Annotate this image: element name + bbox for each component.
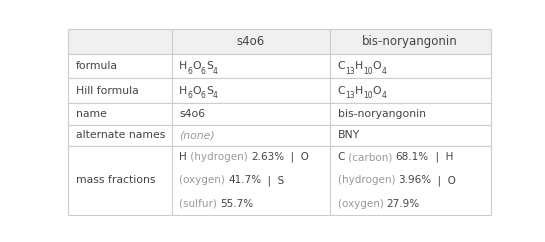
Text: C: C xyxy=(337,85,345,96)
Text: 6: 6 xyxy=(201,91,206,100)
Text: 10: 10 xyxy=(363,91,373,100)
Text: (sulfur): (sulfur) xyxy=(179,199,220,209)
Text: name: name xyxy=(76,109,107,119)
Text: 6: 6 xyxy=(187,67,192,76)
Bar xyxy=(68,78,172,103)
Text: O: O xyxy=(373,85,382,96)
Text: formula: formula xyxy=(76,61,118,71)
Text: mass fractions: mass fractions xyxy=(76,175,155,185)
Text: 4: 4 xyxy=(213,67,217,76)
Text: 10: 10 xyxy=(363,67,373,76)
Text: (none): (none) xyxy=(179,130,215,140)
Text: 6: 6 xyxy=(201,67,206,76)
Text: |  O: | O xyxy=(284,152,309,162)
Text: H: H xyxy=(179,85,187,96)
Text: 68.1%: 68.1% xyxy=(396,152,429,162)
Text: H: H xyxy=(179,152,187,162)
Text: 3.96%: 3.96% xyxy=(398,175,432,185)
Bar xyxy=(172,145,330,215)
Text: 4: 4 xyxy=(213,91,217,100)
Bar xyxy=(68,103,172,125)
Text: O: O xyxy=(192,61,201,71)
Bar xyxy=(330,145,490,215)
Text: (hydrogen): (hydrogen) xyxy=(187,152,251,162)
Text: S: S xyxy=(206,85,213,96)
Text: O: O xyxy=(373,61,382,71)
Text: BNY: BNY xyxy=(337,130,360,140)
Bar xyxy=(172,78,330,103)
Text: |  O: | O xyxy=(432,175,456,186)
Text: (carbon): (carbon) xyxy=(345,152,396,162)
Bar xyxy=(172,29,330,54)
Text: H: H xyxy=(179,61,187,71)
Text: H: H xyxy=(355,85,363,96)
Bar xyxy=(330,29,490,54)
Text: (oxygen): (oxygen) xyxy=(337,199,387,209)
Text: 13: 13 xyxy=(345,67,355,76)
Bar xyxy=(330,78,490,103)
Text: S: S xyxy=(206,61,213,71)
Text: (oxygen): (oxygen) xyxy=(179,175,228,185)
Text: C: C xyxy=(337,61,345,71)
Text: 13: 13 xyxy=(345,91,355,100)
Bar xyxy=(68,125,172,145)
Text: 4: 4 xyxy=(382,91,386,100)
Bar xyxy=(330,125,490,145)
Text: (hydrogen): (hydrogen) xyxy=(337,175,398,185)
Text: 6: 6 xyxy=(187,91,192,100)
Text: 4: 4 xyxy=(382,67,386,76)
Text: 27.9%: 27.9% xyxy=(387,199,420,209)
Text: 41.7%: 41.7% xyxy=(228,175,262,185)
Text: bis-noryangonin: bis-noryangonin xyxy=(362,35,458,48)
Text: Hill formula: Hill formula xyxy=(76,85,138,96)
Text: H: H xyxy=(355,61,363,71)
Text: bis-noryangonin: bis-noryangonin xyxy=(337,109,426,119)
Bar xyxy=(68,29,172,54)
Text: 55.7%: 55.7% xyxy=(220,199,253,209)
Bar xyxy=(68,54,172,78)
Bar xyxy=(330,103,490,125)
Text: 2.63%: 2.63% xyxy=(251,152,284,162)
Text: O: O xyxy=(192,85,201,96)
Bar xyxy=(172,103,330,125)
Text: s4o6: s4o6 xyxy=(179,109,205,119)
Bar xyxy=(68,145,172,215)
Bar xyxy=(172,125,330,145)
Bar xyxy=(330,54,490,78)
Text: C: C xyxy=(337,152,345,162)
Text: alternate names: alternate names xyxy=(76,130,165,140)
Bar xyxy=(172,54,330,78)
Text: s4o6: s4o6 xyxy=(237,35,265,48)
Text: |  H: | H xyxy=(429,152,453,162)
Text: |  S: | S xyxy=(262,175,284,186)
